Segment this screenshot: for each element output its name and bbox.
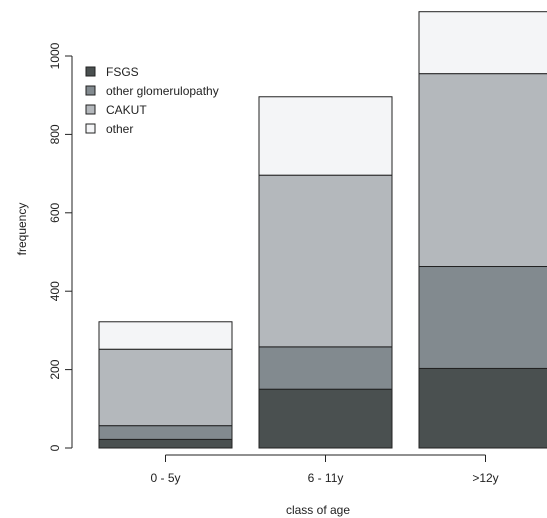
y-axis-title: frequency bbox=[15, 203, 29, 256]
legend-swatch-4 bbox=[85, 123, 96, 134]
bar-segment-4-3 bbox=[418, 11, 547, 75]
bars-layer bbox=[98, 11, 547, 449]
bar-segment-2-1 bbox=[98, 425, 233, 440]
bar-segment-1-1 bbox=[98, 438, 233, 449]
y-tick-label-2: 200 bbox=[48, 359, 62, 379]
legend-swatch-2 bbox=[85, 85, 96, 96]
y-tick-label-5: 800 bbox=[48, 124, 62, 144]
bar-segment-2-2 bbox=[258, 346, 393, 390]
bar-segment-4-1 bbox=[98, 321, 233, 350]
legend-swatch-1 bbox=[85, 66, 96, 77]
x-axis: 0 - 5y 6 - 11y >12y bbox=[150, 454, 499, 485]
bar-segment-1-2 bbox=[258, 388, 393, 449]
legend-label-2: other glomerulopathy bbox=[106, 84, 219, 98]
x-axis-title: class of age bbox=[286, 503, 350, 517]
bar-segment-3-2 bbox=[258, 174, 393, 348]
legend-label-1: FSGS bbox=[106, 65, 139, 79]
legend-label-4: other bbox=[106, 122, 133, 136]
bar-segment-3-1 bbox=[98, 348, 233, 427]
bar-segment-1-3 bbox=[418, 367, 547, 449]
legend-label-3: CAKUT bbox=[106, 103, 147, 117]
legend: FSGS other glomerulopathy CAKUT other bbox=[85, 65, 219, 136]
bar-segment-3-3 bbox=[418, 73, 547, 268]
x-tick-label-3: >12y bbox=[472, 471, 498, 485]
y-tick-label-4: 600 bbox=[48, 202, 62, 222]
legend-swatch-3 bbox=[85, 104, 96, 115]
y-tick-label-6: 1000 bbox=[48, 42, 62, 69]
bar-segment-2-3 bbox=[418, 266, 547, 369]
y-axis: 0 200 400 600 800 1000 bbox=[48, 42, 73, 451]
y-tick-label-1: 0 bbox=[48, 444, 62, 451]
y-tick-label-3: 400 bbox=[48, 281, 62, 301]
x-tick-label-2: 6 - 11y bbox=[308, 471, 344, 485]
x-tick-label-1: 0 - 5y bbox=[150, 471, 180, 485]
bar-segment-4-2 bbox=[258, 96, 393, 176]
